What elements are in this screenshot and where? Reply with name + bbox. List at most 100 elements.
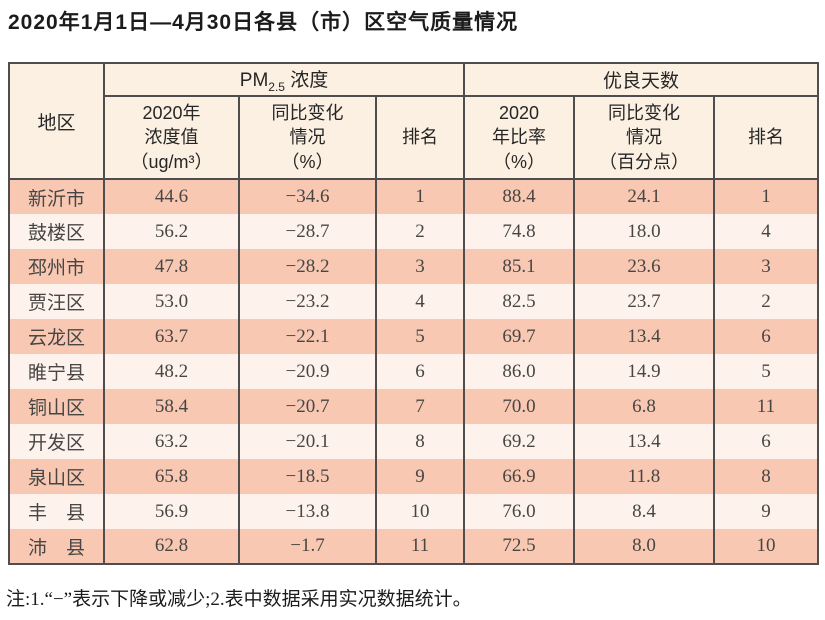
pm-value-cell: 65.8 <box>103 459 240 494</box>
region-cell: 新沂市 <box>8 179 105 214</box>
pm-change-cell: −20.1 <box>238 424 377 459</box>
pm-rank-cell: 6 <box>375 354 465 389</box>
good-days-change-cell: 14.9 <box>573 354 715 389</box>
region-cell: 沛 县 <box>8 529 105 564</box>
column-header-pm-value: 2020年 浓度值 （ug/m³） <box>103 95 240 180</box>
pm-value-cell: 56.9 <box>103 494 240 529</box>
pm-change-cell: −34.6 <box>238 179 377 214</box>
header-sub-row: 2020年 浓度值 （ug/m³） 同比变化 情况 （%） 排名 2020 年比… <box>9 95 820 180</box>
column-header-good-days-change: 同比变化 情况 （百分点） <box>573 95 715 180</box>
air-quality-table: 地区 PM2.5 浓度 优良天数 2020年 浓度值 （ug/m³） 同比变化 … <box>8 62 820 565</box>
footnote: 注:1.“−”表示下降或减少;2.表中数据采用实况数据统计。 <box>6 589 472 610</box>
header-group-row: 地区 PM2.5 浓度 优良天数 <box>8 62 820 180</box>
good-days-ratio-cell: 85.1 <box>463 249 575 284</box>
good-days-ratio-cell: 69.7 <box>463 319 575 354</box>
table-header: 地区 PM2.5 浓度 优良天数 2020年 浓度值 （ug/m³） 同比变化 … <box>8 62 820 180</box>
good-days-rank-cell: 8 <box>712 459 820 494</box>
good-days-change-cell: 23.6 <box>573 249 715 284</box>
table-row: 丰 县 56.9 −13.8 10 76.0 8.4 9 <box>8 494 820 529</box>
pm-value-cell: 47.8 <box>103 249 240 284</box>
good-days-change-cell: 18.0 <box>573 214 715 249</box>
pm-rank-cell: 2 <box>375 214 465 249</box>
good-days-ratio-cell: 72.5 <box>463 529 575 564</box>
pm25-label-suffix: 浓度 <box>284 70 329 92</box>
good-days-rank-cell: 4 <box>712 214 820 249</box>
table-row: 邳州市 47.8 −28.2 3 85.1 23.6 3 <box>8 249 820 284</box>
pm-rank-cell: 3 <box>375 249 465 284</box>
pm-value-cell: 53.0 <box>103 284 240 319</box>
region-cell: 云龙区 <box>8 319 105 354</box>
pm-change-cell: −28.7 <box>238 214 377 249</box>
pm-rank-cell: 10 <box>375 494 465 529</box>
pm-value-cell: 56.2 <box>103 214 240 249</box>
column-header-region: 地区 <box>8 62 105 180</box>
table-row: 贾汪区 53.0 −23.2 4 82.5 23.7 2 <box>8 284 820 319</box>
pm-value-cell: 62.8 <box>103 529 240 564</box>
region-cell: 泉山区 <box>8 459 105 494</box>
pm-change-cell: −20.9 <box>238 354 377 389</box>
pm-rank-cell: 11 <box>375 529 465 564</box>
good-days-change-cell: 6.8 <box>573 389 715 424</box>
good-days-rank-cell: 1 <box>712 179 820 214</box>
table-row: 云龙区 63.7 −22.1 5 69.7 13.4 6 <box>8 319 820 354</box>
good-days-rank-cell: 9 <box>712 494 820 529</box>
table-row: 新沂市 44.6 −34.6 1 88.4 24.1 1 <box>8 179 820 214</box>
table-row: 铜山区 58.4 −20.7 7 70.0 6.8 11 <box>8 389 820 424</box>
pm25-label-subscript: 2.5 <box>268 79 285 94</box>
table-row: 开发区 63.2 −20.1 8 69.2 13.4 6 <box>8 424 820 459</box>
pm-rank-cell: 5 <box>375 319 465 354</box>
table-row: 沛 县 62.8 −1.7 11 72.5 8.0 10 <box>8 529 820 564</box>
pm-rank-cell: 8 <box>375 424 465 459</box>
column-group-pm25: PM2.5 浓度 <box>103 62 465 97</box>
pm-change-cell: −1.7 <box>238 529 377 564</box>
page-title: 2020年1月1日—4月30日各县（市）区空气质量情况 <box>8 11 519 34</box>
good-days-ratio-cell: 76.0 <box>463 494 575 529</box>
column-header-good-days-rank: 排名 <box>712 95 820 180</box>
good-days-rank-cell: 6 <box>712 319 820 354</box>
good-days-ratio-cell: 86.0 <box>463 354 575 389</box>
pm-change-cell: −18.5 <box>238 459 377 494</box>
table-row: 鼓楼区 56.2 −28.7 2 74.8 18.0 4 <box>8 214 820 249</box>
good-days-rank-cell: 3 <box>712 249 820 284</box>
pm-value-cell: 44.6 <box>103 179 240 214</box>
table-body: 新沂市 44.6 −34.6 1 88.4 24.1 1 鼓楼区 56.2 −28.7 2 74.8 1… <box>8 179 820 564</box>
good-days-ratio-cell: 70.0 <box>463 389 575 424</box>
region-cell: 开发区 <box>8 424 105 459</box>
pm-value-cell: 63.2 <box>103 424 240 459</box>
pm-change-cell: −28.2 <box>238 249 377 284</box>
region-cell: 丰 县 <box>8 494 105 529</box>
good-days-ratio-cell: 74.8 <box>463 214 575 249</box>
good-days-rank-cell: 2 <box>712 284 820 319</box>
good-days-change-cell: 24.1 <box>573 179 715 214</box>
good-days-change-cell: 13.4 <box>573 424 715 459</box>
column-header-good-days-ratio: 2020 年比率 （%） <box>463 95 575 180</box>
column-group-good-days: 优良天数 <box>462 62 820 97</box>
table-row: 泉山区 65.8 −18.5 9 66.9 11.8 8 <box>8 459 820 494</box>
good-days-rank-cell: 5 <box>712 354 820 389</box>
pm-value-cell: 58.4 <box>103 389 240 424</box>
good-days-change-cell: 13.4 <box>573 319 715 354</box>
pm-rank-cell: 4 <box>375 284 465 319</box>
table-row: 睢宁县 48.2 −20.9 6 86.0 14.9 5 <box>8 354 820 389</box>
good-days-rank-cell: 11 <box>712 389 820 424</box>
good-days-ratio-cell: 66.9 <box>463 459 575 494</box>
good-days-change-cell: 8.0 <box>573 529 715 564</box>
good-days-change-cell: 8.4 <box>573 494 715 529</box>
pm-value-cell: 48.2 <box>103 354 240 389</box>
good-days-change-cell: 23.7 <box>573 284 715 319</box>
pm-change-cell: −13.8 <box>238 494 377 529</box>
pm-rank-cell: 9 <box>375 459 465 494</box>
region-cell: 贾汪区 <box>8 284 105 319</box>
region-cell: 睢宁县 <box>8 354 105 389</box>
good-days-change-cell: 11.8 <box>573 459 715 494</box>
region-cell: 邳州市 <box>8 249 105 284</box>
pm-rank-cell: 7 <box>375 389 465 424</box>
pm-change-cell: −20.7 <box>238 389 377 424</box>
good-days-ratio-cell: 69.2 <box>463 424 575 459</box>
region-cell: 铜山区 <box>8 389 105 424</box>
good-days-rank-cell: 6 <box>712 424 820 459</box>
region-cell: 鼓楼区 <box>8 214 105 249</box>
pm-value-cell: 63.7 <box>103 319 240 354</box>
pm-rank-cell: 1 <box>375 179 465 214</box>
column-header-pm-change: 同比变化 情况 （%） <box>238 95 377 180</box>
